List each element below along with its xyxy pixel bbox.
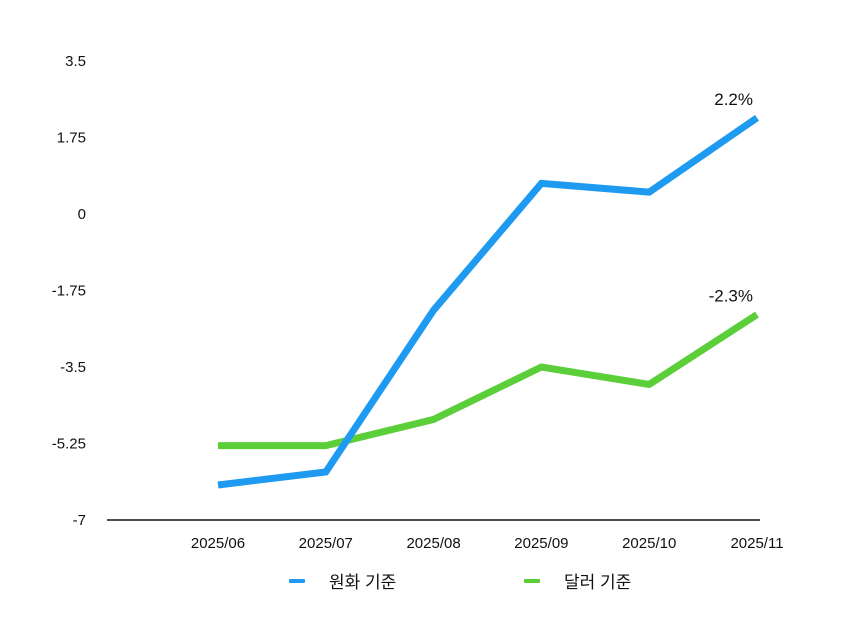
series-lines <box>217 114 759 489</box>
end-label-krw: 2.2% <box>714 90 753 109</box>
y-tick-label: -5.25 <box>52 436 86 453</box>
x-tick-label: 2025/11 <box>730 535 783 552</box>
y-tick-label: -3.5 <box>60 359 86 376</box>
legend-swatch-usd <box>524 578 540 583</box>
legend-item-krw: 원화 기준 <box>289 568 396 593</box>
series-line-usd <box>218 311 759 450</box>
legend-label-usd: 달러 기준 <box>564 573 632 592</box>
y-tick-label: 0 <box>78 206 86 223</box>
x-tick-label: 2025/09 <box>514 535 568 552</box>
y-tick-label: -7 <box>73 512 86 529</box>
series-line-krw <box>217 114 759 489</box>
end-labels: -2.3% 2.2% <box>709 90 753 306</box>
x-tick-label: 2025/10 <box>622 535 676 552</box>
legend: 원화 기준 달러 기준 <box>0 568 860 598</box>
y-tick-label: 3.5 <box>65 53 86 70</box>
end-label-usd: -2.3% <box>709 287 753 306</box>
x-tick-label: 2025/08 <box>406 535 460 552</box>
legend-item-usd: 달러 기준 <box>524 568 631 593</box>
x-tick-label: 2025/07 <box>299 535 353 552</box>
y-axis-ticks: 3.5 1.75 0 -1.75 -3.5 -5.25 -7 <box>52 53 86 529</box>
y-tick-label: -1.75 <box>52 283 86 300</box>
legend-label-krw: 원화 기준 <box>329 573 397 592</box>
x-axis-ticks: 2025/06 2025/07 2025/08 2025/09 2025/10 2025/… <box>191 535 784 552</box>
legend-swatch-krw <box>289 578 305 583</box>
x-tick-label: 2025/06 <box>191 535 245 552</box>
y-tick-label: 1.75 <box>57 130 86 147</box>
